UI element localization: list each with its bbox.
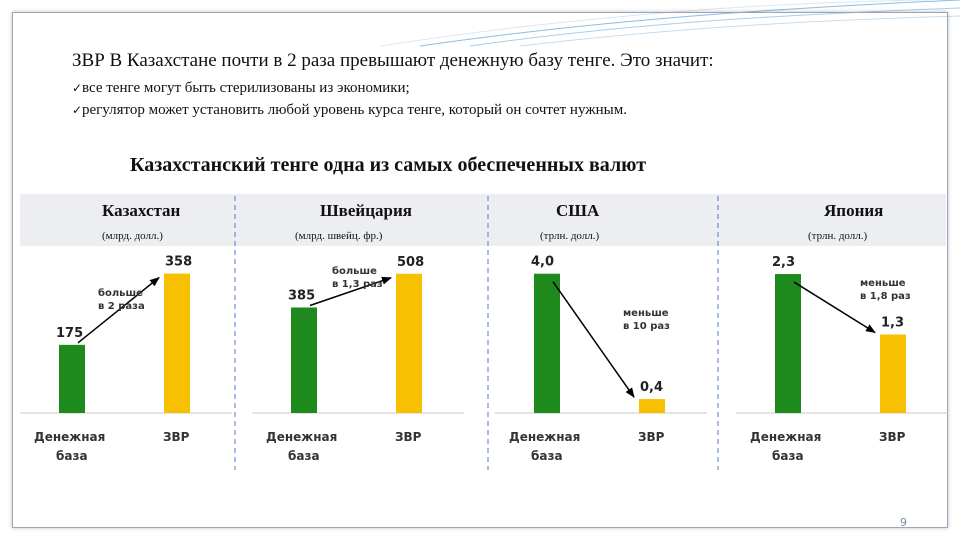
comparison-annotation: больше bbox=[98, 287, 143, 299]
country-title-japan: Япония bbox=[824, 201, 884, 220]
headline: ЗВР В Казахстане почти в 2 раза превышаю… bbox=[72, 50, 714, 71]
chart-svg: 4,0 0,4 меньше в 10 раз Денежная база ЗВР bbox=[495, 255, 707, 463]
unit-kazakhstan: (млрд. долл.) bbox=[102, 230, 163, 242]
data-label: 175 bbox=[56, 326, 83, 341]
category-label: ЗВР bbox=[879, 430, 906, 444]
comparison-arrow bbox=[309, 276, 392, 307]
country-title-kazakhstan: Казахстан bbox=[102, 201, 181, 220]
data-label: 2,3 bbox=[772, 255, 795, 270]
chart-switzerland: 385 508 больше в 1,3 раз Денежная база ЗВР bbox=[252, 255, 472, 470]
unit-usa: (трлн. долл.) bbox=[540, 230, 600, 242]
chart-usa: 4,0 0,4 меньше в 10 раз Денежная база ЗВР bbox=[495, 255, 715, 470]
data-label: 4,0 bbox=[531, 255, 554, 270]
comparison-arrow bbox=[552, 281, 635, 398]
bullet-text: все тенге могут быть стерилизованы из эк… bbox=[82, 80, 410, 96]
bar-reserves bbox=[880, 334, 906, 413]
data-label: 385 bbox=[288, 288, 315, 303]
comparison-arrow bbox=[77, 276, 160, 344]
chart-svg: 175 358 больше в 2 раза Денежная база ЗВР bbox=[20, 255, 232, 463]
comparison-annotation: меньше bbox=[860, 278, 906, 289]
comparison-annotation: в 1,3 раз bbox=[332, 279, 383, 290]
bar-money-base bbox=[775, 274, 801, 413]
country-title-usa: США bbox=[556, 201, 600, 220]
comparison-annotation: в 10 раз bbox=[623, 321, 670, 332]
data-label: 508 bbox=[397, 255, 424, 270]
category-label: база bbox=[772, 449, 804, 463]
bullet-item: ✓регулятор может установить любой уровен… bbox=[72, 102, 627, 119]
category-label: база bbox=[288, 449, 320, 463]
data-label: 0,4 bbox=[640, 380, 663, 395]
bullet-text: регулятор может установить любой уровень… bbox=[82, 102, 627, 118]
unit-japan: (трлн. долл.) bbox=[808, 230, 868, 242]
category-label: Денежная bbox=[509, 430, 580, 444]
unit-switzerland: (млрд. швейц. фр.) bbox=[295, 230, 383, 242]
section-title: Казахстанский тенге одна из самых обеспе… bbox=[130, 154, 647, 176]
category-label: база bbox=[531, 449, 563, 463]
category-label: ЗВР bbox=[638, 430, 665, 444]
bar-money-base bbox=[59, 344, 85, 413]
bar-reserves bbox=[164, 273, 190, 413]
category-label: база bbox=[56, 449, 88, 463]
country-title-switzerland: Швейцария bbox=[320, 201, 412, 220]
bar-reserves bbox=[396, 273, 422, 413]
bar-money-base bbox=[534, 273, 560, 413]
category-label: Денежная bbox=[750, 430, 821, 444]
chart-svg: 385 508 больше в 1,3 раз Денежная база ЗВР bbox=[252, 255, 464, 463]
category-label: ЗВР bbox=[163, 430, 190, 444]
bar-reserves bbox=[639, 399, 665, 413]
comparison-annotation: в 1,8 раз bbox=[860, 291, 911, 302]
header-band bbox=[20, 194, 946, 246]
check-icon: ✓ bbox=[72, 103, 83, 117]
bar-money-base bbox=[291, 307, 317, 413]
comparison-annotation: в 2 раза bbox=[98, 301, 145, 312]
slide-frame bbox=[12, 12, 948, 528]
chart-kazakhstan: 175 358 больше в 2 раза Денежная база ЗВР bbox=[20, 255, 240, 470]
data-label: 1,3 bbox=[881, 315, 904, 330]
comparison-annotation: меньше bbox=[623, 308, 669, 319]
comparison-arrow bbox=[793, 281, 876, 334]
category-label: ЗВР bbox=[395, 430, 422, 444]
category-label: Денежная bbox=[266, 430, 337, 444]
chart-svg: 2,3 1,3 меньше в 1,8 раз Денежная база ЗВР bbox=[736, 255, 948, 463]
bullet-item: ✓все тенге могут быть стерилизованы из э… bbox=[72, 80, 410, 97]
chart-japan: 2,3 1,3 меньше в 1,8 раз Денежная база ЗВР bbox=[736, 255, 956, 470]
check-icon: ✓ bbox=[72, 81, 83, 95]
category-label: Денежная bbox=[34, 430, 105, 444]
data-label: 358 bbox=[165, 255, 192, 270]
page-number: 9 bbox=[900, 516, 907, 529]
comparison-annotation: больше bbox=[332, 265, 377, 277]
